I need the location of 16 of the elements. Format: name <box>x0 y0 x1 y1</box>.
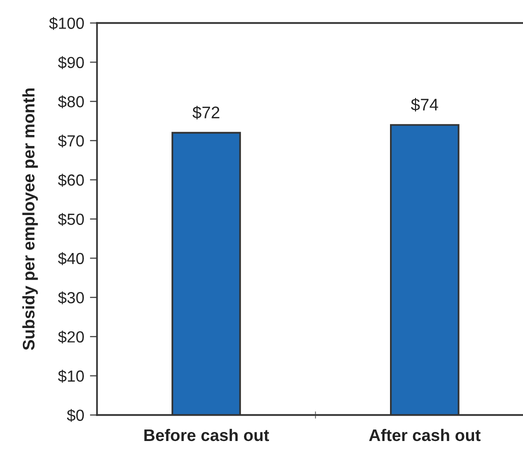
y-tick-label: $50 <box>58 212 84 226</box>
y-tick-label: $70 <box>58 134 84 148</box>
y-tick-label: $80 <box>58 95 84 108</box>
y-tick-label: $100 <box>49 16 84 30</box>
y-tick-label: $10 <box>58 370 84 383</box>
y-axis-title: Subsidy per employee per month <box>22 88 38 350</box>
x-tick-label: After cash out <box>369 428 481 442</box>
x-tick-label: Before cash out <box>144 428 270 442</box>
y-tick-label: $20 <box>58 330 84 344</box>
y-tick-label: $0 <box>66 408 84 422</box>
y-tick-label: $30 <box>58 291 84 304</box>
data-label: $74 <box>410 98 438 112</box>
y-tick-label: $40 <box>58 252 84 266</box>
data-label: $72 <box>192 106 220 120</box>
y-tick-label: $90 <box>58 56 84 70</box>
y-tick-label: $60 <box>58 174 84 187</box>
